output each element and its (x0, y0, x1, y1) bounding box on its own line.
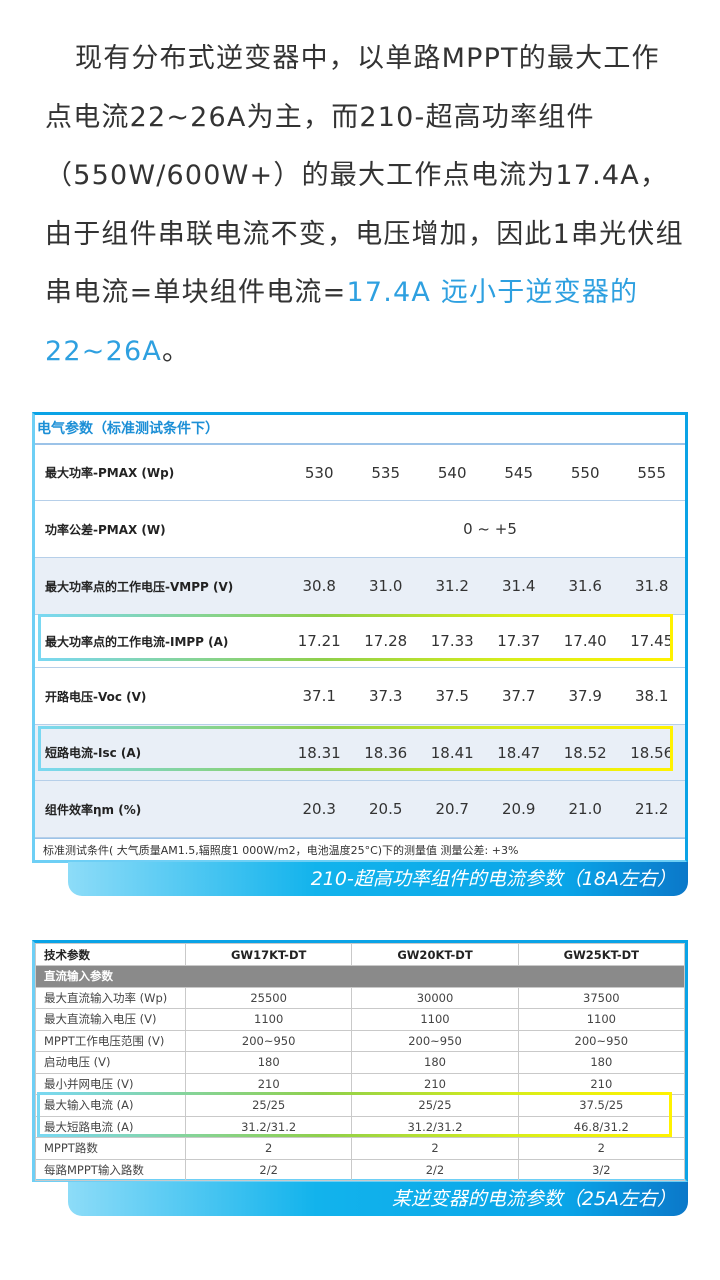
module-table-row: 最大功率-PMAX (Wp) 530 535 540 545 550 555 (35, 445, 685, 501)
row-value: 180 (517, 1051, 686, 1074)
row-value: 20.3 (302, 800, 336, 818)
header-row: 技术参数 GW17KT-DT GW20KT-DT GW25KT-DT (35, 943, 686, 966)
row-value: 200~950 (351, 1029, 519, 1052)
row-value: 2 (517, 1137, 686, 1160)
row-value: 37.1 (302, 687, 336, 705)
highlight-box-inverter-current (37, 1092, 672, 1137)
inverter-table-row: 启动电压 (V) 180 180 180 (35, 1051, 686, 1074)
inverter-table-row: 每路MPPT输入路数 2/2 2/2 3/2 (35, 1158, 686, 1181)
row-label: 最大直流输入功率 (Wp) (35, 986, 186, 1009)
inverter-table-row: 最小并网电压 (V) 210 210 210 (35, 1072, 686, 1095)
module-table-footnote: 标准测试条件( 大气质量AM1.5,辐照度1 000W/m2，电池温度25°C)… (35, 838, 685, 864)
paragraph-end: 。 (162, 335, 191, 367)
row-value: 180 (351, 1051, 519, 1074)
module-table-row: 组件效率ηm (%) 20.3 20.5 20.7 20.9 21.0 21.2 (35, 781, 685, 838)
row-value: 21.2 (635, 800, 669, 818)
row-value: 37.5 (435, 687, 469, 705)
row-value: 2/2 (184, 1158, 353, 1181)
row-label: 最大功率-PMAX (Wp) (45, 466, 175, 480)
header-cell: GW25KT-DT (517, 943, 686, 966)
module-table-row: 开路电压-Voc (V) 37.1 37.3 37.5 37.7 37.9 38.1 (35, 668, 685, 725)
row-value: 31.4 (502, 577, 536, 595)
row-value: 180 (184, 1051, 353, 1074)
row-value: 540 (437, 463, 467, 482)
row-value: 2 (184, 1137, 353, 1160)
inverter-parameters-table: 技术参数 GW17KT-DT GW20KT-DT GW25KT-DT 直流输入参数 最大直… (32, 940, 688, 1182)
row-value: 20.5 (369, 800, 403, 818)
row-value: 210 (351, 1072, 519, 1095)
paragraph-text: 现有分布式逆变器中，以单路MPPT的最大工作点电流22~26A为主，而210-超… (45, 43, 684, 308)
row-value: 3/2 (517, 1158, 686, 1181)
row-value: 20.9 (502, 800, 536, 818)
row-label: 每路MPPT输入路数 (35, 1158, 186, 1181)
module-table-caption: 210-超高功率组件的电流参数（18A左右） (68, 862, 688, 896)
paragraph-highlight: 17.4A 远小于逆变器的22~26A (45, 277, 639, 367)
section-label: 直流输入参数 (35, 965, 685, 988)
row-label: 最小并网电压 (V) (35, 1072, 186, 1095)
row-label: 组件效率ηm (%) (45, 802, 142, 817)
row-label: MPPT路数 (35, 1137, 186, 1160)
module-table-row: 最大功率点的工作电压-VMPP (V) 30.8 31.0 31.2 31.4 31.6 3… (35, 558, 685, 615)
row-value: 1100 (351, 1008, 519, 1031)
row-label: 启动电压 (V) (35, 1051, 186, 1074)
row-label: 最大直流输入电压 (V) (35, 1008, 186, 1031)
inverter-table-caption: 某逆变器的电流参数（25A左右） (68, 1182, 688, 1216)
row-value: 2 (351, 1137, 519, 1160)
row-label: 开路电压-Voc (V) (45, 689, 147, 704)
row-value: 555 (637, 463, 667, 482)
row-value: 31.6 (568, 577, 602, 595)
row-value: 21.0 (568, 800, 602, 818)
row-value: 31.0 (369, 577, 403, 595)
header-cell: GW17KT-DT (184, 943, 353, 966)
header-cell: GW20KT-DT (351, 943, 519, 966)
row-value: 37.9 (568, 687, 602, 705)
row-label: MPPT工作电压范围 (V) (35, 1029, 186, 1052)
row-value: 31.8 (635, 577, 669, 595)
row-value: 1100 (184, 1008, 353, 1031)
row-value: 20.7 (435, 800, 469, 818)
highlight-box-impp (38, 614, 673, 661)
row-value: 25500 (184, 986, 353, 1009)
row-value: 37.3 (369, 687, 403, 705)
row-value: 200~950 (184, 1029, 353, 1052)
row-value: 550 (570, 463, 600, 482)
inverter-table-row: 最大直流输入电压 (V) 1100 1100 1100 (35, 1008, 686, 1031)
module-table-title: 电气参数（标准测试条件下） (35, 415, 685, 445)
row-label: 最大功率点的工作电压-VMPP (V) (45, 579, 234, 594)
header-cell: 技术参数 (35, 943, 186, 966)
row-value: 200~950 (517, 1029, 686, 1052)
row-value: 38.1 (635, 687, 669, 705)
row-value: 1100 (517, 1008, 686, 1031)
section-row: 直流输入参数 (35, 965, 685, 988)
inverter-table-row: MPPT路数 2 2 2 (35, 1137, 686, 1160)
row-value: 0 ~ +5 (463, 520, 517, 538)
inverter-table-row: 最大直流输入功率 (Wp) 25500 30000 37500 (35, 986, 686, 1009)
row-value: 30.8 (302, 577, 336, 595)
row-value: 2/2 (351, 1158, 519, 1181)
row-value: 37.7 (502, 687, 536, 705)
row-label: 功率公差-PMAX (W) (45, 522, 166, 537)
inverter-table-row: MPPT工作电压范围 (V) 200~950 200~950 200~950 (35, 1029, 686, 1052)
intro-paragraph: 现有分布式逆变器中，以单路MPPT的最大工作点电流22~26A为主，而210-超… (45, 30, 685, 381)
highlight-box-isc (38, 726, 673, 771)
row-value: 30000 (351, 986, 519, 1009)
row-value: 545 (504, 463, 534, 482)
row-value: 530 (304, 463, 334, 482)
row-value: 37500 (517, 986, 686, 1009)
row-value: 31.2 (435, 577, 469, 595)
module-table-row: 功率公差-PMAX (W) 0 ~ +5 (35, 501, 685, 558)
row-value: 535 (371, 463, 401, 482)
